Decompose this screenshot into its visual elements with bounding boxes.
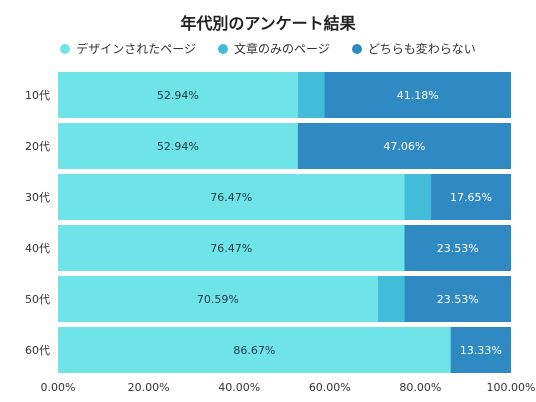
data-label: 41.18% xyxy=(397,89,439,102)
legend-label-designed: デザインされたページ xyxy=(76,42,196,56)
bar-segment-3-6[interactable] xyxy=(450,327,511,373)
data-label: 70.59% xyxy=(197,293,239,306)
x-tick-label: 100.00% xyxy=(487,381,536,394)
data-label: 76.47% xyxy=(210,242,252,255)
bar-segment-2-3[interactable] xyxy=(404,174,432,220)
category-label: 50代 xyxy=(25,293,50,306)
bar-segment-1-1[interactable] xyxy=(58,72,298,118)
category-label: 40代 xyxy=(25,242,50,255)
x-tick-label: 60.00% xyxy=(309,381,351,394)
data-label: 47.06% xyxy=(383,140,425,153)
bar-segment-3-3[interactable] xyxy=(431,174,511,220)
legend: デザインされたページ 文章のみのページ どちらも変わらない xyxy=(0,40,536,57)
x-tick-label: 0.00% xyxy=(41,381,76,394)
legend-swatch-no-difference xyxy=(351,43,362,54)
bar-segment-1-6[interactable] xyxy=(58,327,451,373)
bar-segment-1-5[interactable] xyxy=(58,276,378,322)
data-label: 17.65% xyxy=(450,191,492,204)
legend-item-designed[interactable]: デザインされたページ xyxy=(60,40,196,57)
category-label: 10代 xyxy=(25,89,50,102)
data-label: 76.47% xyxy=(210,191,252,204)
bar-segment-2-5[interactable] xyxy=(377,276,405,322)
category-label: 60代 xyxy=(25,344,50,357)
category-label: 30代 xyxy=(25,191,50,204)
legend-item-text-only[interactable]: 文章のみのページ xyxy=(217,40,330,57)
bar-segment-3-1[interactable] xyxy=(324,72,511,118)
legend-swatch-text-only xyxy=(217,43,228,54)
data-label: 13.33% xyxy=(460,344,502,357)
x-tick-label: 20.00% xyxy=(128,381,170,394)
legend-label-no-difference: どちらも変わらない xyxy=(367,42,476,56)
legend-swatch-designed xyxy=(60,43,71,54)
legend-item-no-difference[interactable]: どちらも変わらない xyxy=(351,40,476,57)
category-label: 20代 xyxy=(25,140,50,153)
x-tick-label: 80.00% xyxy=(399,381,441,394)
data-label: 52.94% xyxy=(157,140,199,153)
chart-title: 年代別のアンケート結果 xyxy=(180,14,356,33)
bar-segment-3-4[interactable] xyxy=(404,225,511,271)
bar-segment-1-3[interactable] xyxy=(58,174,405,220)
data-label: 52.94% xyxy=(157,89,199,102)
bar-segment-3-2[interactable] xyxy=(297,123,511,169)
bar-segment-2-1[interactable] xyxy=(297,72,325,118)
data-label: 86.67% xyxy=(233,344,275,357)
data-label: 23.53% xyxy=(437,242,479,255)
data-label: 23.53% xyxy=(437,293,479,306)
legend-label-text-only: 文章のみのページ xyxy=(233,42,330,56)
bar-segment-1-2[interactable] xyxy=(58,123,298,169)
x-tick-label: 40.00% xyxy=(218,381,260,394)
bar-segment-3-5[interactable] xyxy=(404,276,511,322)
bar-segment-1-4[interactable] xyxy=(58,225,405,271)
